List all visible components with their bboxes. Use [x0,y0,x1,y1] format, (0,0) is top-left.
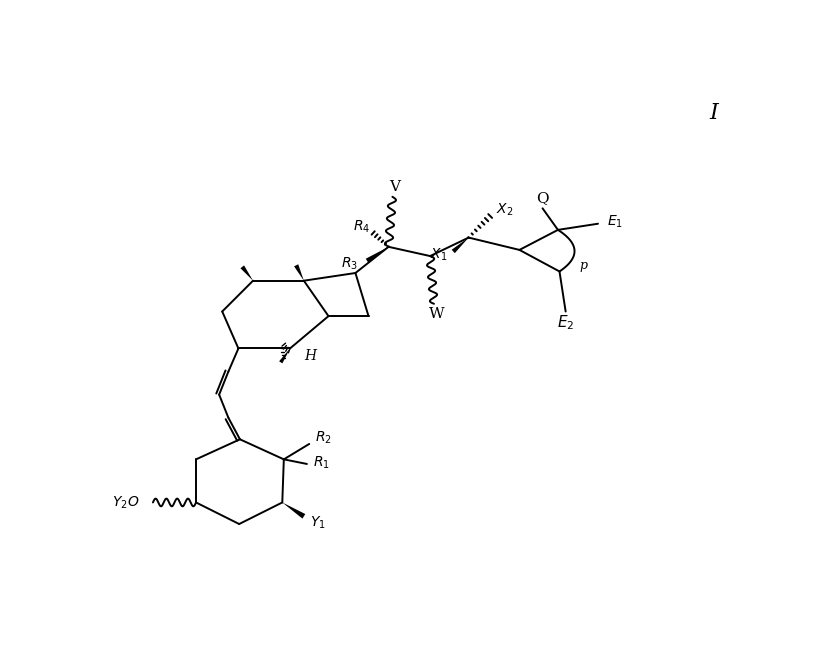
Text: $Y_2O$: $Y_2O$ [112,494,139,511]
Text: $R_1$: $R_1$ [313,454,330,470]
Polygon shape [240,265,253,281]
Polygon shape [365,247,389,263]
Text: W: W [428,307,444,321]
Polygon shape [279,349,290,363]
Polygon shape [294,265,304,281]
Polygon shape [282,503,305,519]
Text: p: p [579,259,587,272]
Text: $R_3$: $R_3$ [341,255,358,272]
Text: $E_2$: $E_2$ [557,313,574,332]
Text: $E_1$: $E_1$ [607,213,623,230]
Text: $Y_1$: $Y_1$ [310,515,326,531]
Text: $R_4$: $R_4$ [353,218,370,235]
Text: $X_2$: $X_2$ [497,201,514,218]
Text: I: I [710,102,718,124]
Text: $X_1$: $X_1$ [430,246,447,263]
Text: $R_2$: $R_2$ [314,430,332,446]
Text: H: H [304,349,316,363]
Text: V: V [389,180,400,193]
Text: Q: Q [536,191,549,205]
Polygon shape [451,238,469,253]
